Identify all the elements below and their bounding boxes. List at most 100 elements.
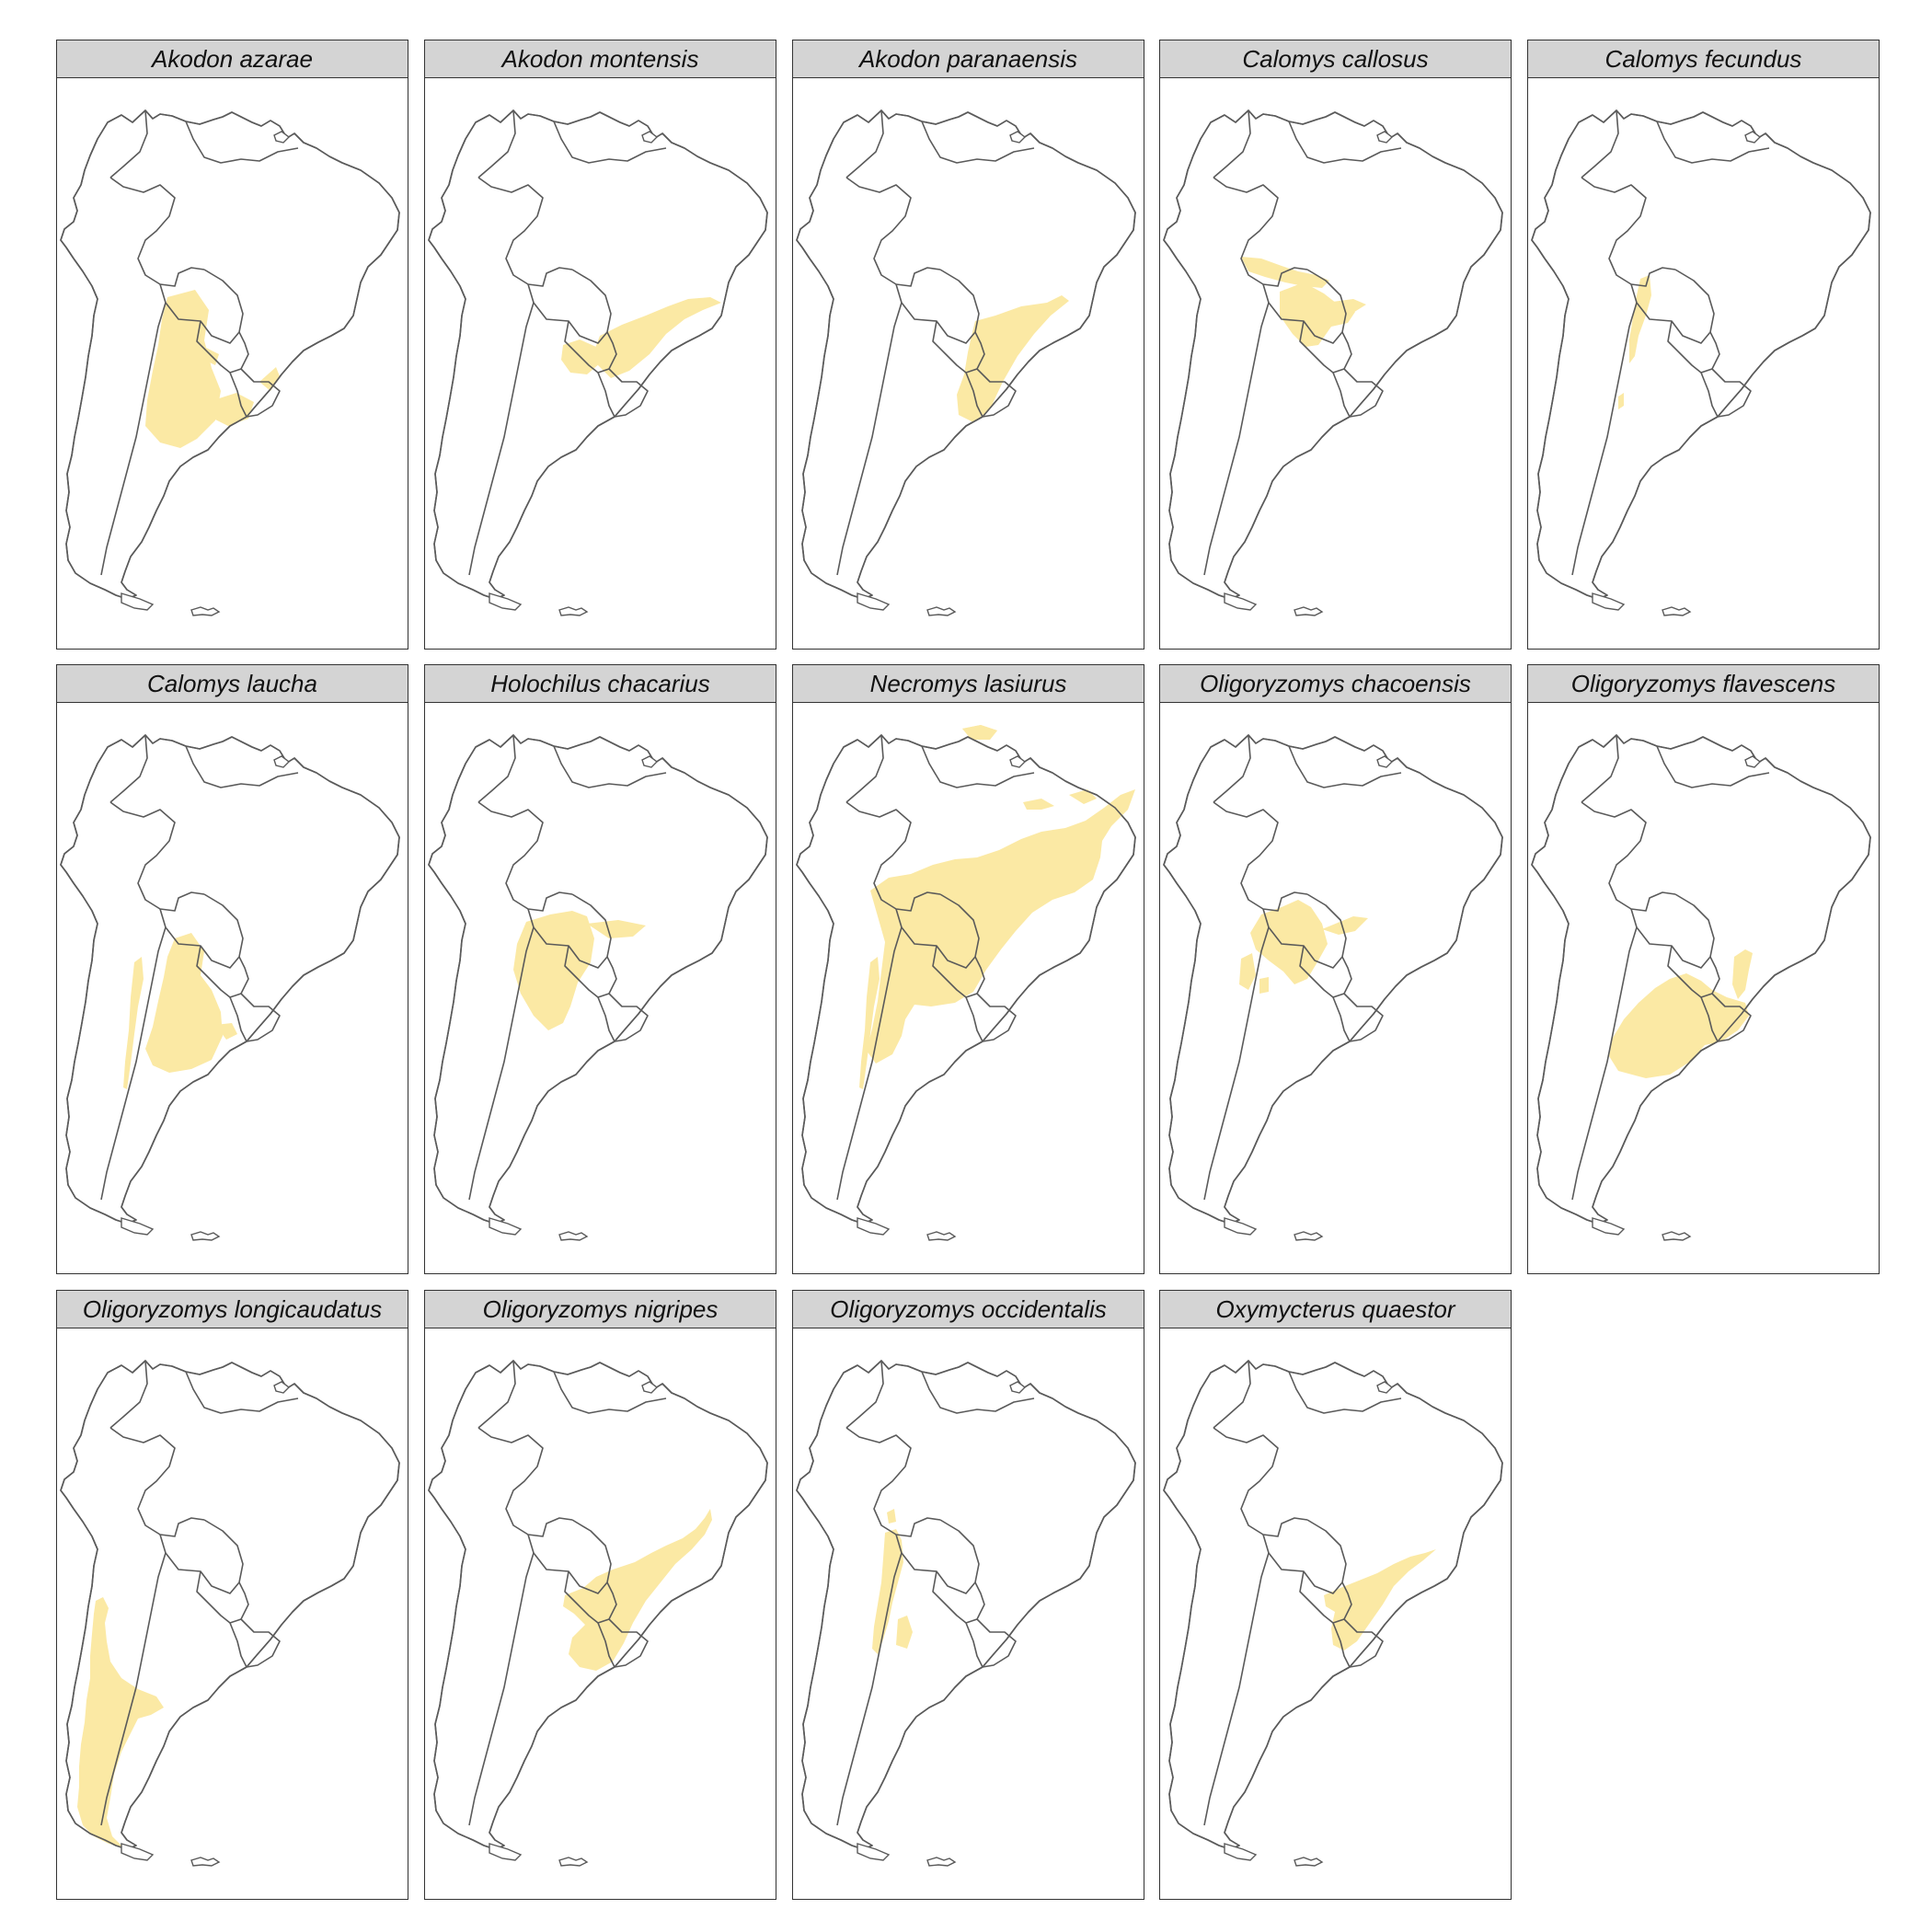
country-border [976, 368, 1017, 418]
country-border [921, 745, 1035, 788]
country-border [185, 121, 299, 164]
south-america-map [60, 1360, 400, 1867]
panel-title: Akodon paranaensis [792, 40, 1144, 79]
map-panel: Necromys lasiurus [792, 664, 1144, 1274]
country-border [1203, 302, 1270, 576]
south-america-map [60, 734, 400, 1241]
south-america-map [1163, 734, 1503, 1241]
map-frame [56, 1328, 408, 1900]
species-range-bolivia-paraguay-chaco [1250, 900, 1368, 984]
country-border [100, 926, 167, 1201]
country-border [185, 1371, 299, 1414]
map-frame [56, 77, 408, 650]
south-america-map [428, 1360, 768, 1867]
country-border [921, 121, 1035, 164]
panel-title: Calomys fecundus [1527, 40, 1880, 79]
species-range-southern-brazil-atlantic-forest [1324, 1549, 1436, 1650]
map-frame [56, 702, 408, 1274]
island-outline [926, 606, 957, 616]
island-outline [926, 1231, 957, 1241]
country-border [845, 801, 941, 912]
country-border [468, 926, 535, 1201]
panel-title: Akodon montensis [424, 40, 776, 79]
country-border [597, 1622, 615, 1668]
island-outline [1592, 592, 1626, 611]
country-border [477, 1427, 573, 1537]
south-america-map [1163, 1360, 1503, 1867]
country-border [1288, 745, 1402, 788]
map-frame [424, 1328, 776, 1900]
country-border [965, 1622, 983, 1668]
species-range-southern-brazil-coast [1732, 949, 1753, 999]
coastline [796, 734, 1136, 1225]
country-border [553, 121, 667, 164]
island-outline [1009, 1381, 1027, 1394]
map-panel: Oligoryzomys flavescens [1527, 664, 1880, 1274]
country-border [1581, 177, 1676, 287]
island-outline [1744, 131, 1762, 144]
country-border [100, 1552, 167, 1826]
map-panel: Akodon montensis [424, 40, 776, 650]
map-panel: Akodon paranaensis [792, 40, 1144, 650]
species-range-western-argentina-patches [1239, 953, 1269, 994]
country-border [976, 1618, 1017, 1668]
country-border [109, 109, 148, 178]
island-outline [857, 1217, 891, 1236]
map-panel: Akodon azarae [56, 40, 408, 650]
country-border [477, 109, 516, 178]
country-border [845, 1427, 941, 1537]
map-frame [792, 77, 1144, 650]
country-border [109, 177, 205, 287]
coastline [1163, 1360, 1503, 1850]
coastline [1531, 109, 1871, 600]
island-outline [1662, 606, 1692, 616]
country-border [1656, 745, 1770, 788]
country-border [976, 993, 1017, 1042]
country-border [1700, 996, 1719, 1042]
map-panel: Oligoryzomys longicaudatus [56, 1290, 408, 1900]
island-outline [121, 1217, 155, 1236]
island-outline [558, 606, 589, 616]
panel-title: Oligoryzomys flavescens [1527, 664, 1880, 704]
country-border [1213, 734, 1251, 803]
island-outline [489, 592, 523, 611]
species-range-pampas-uruguay [1609, 973, 1749, 1078]
continent-outline [60, 109, 400, 600]
species-range-cerrado-caatinga-pampas [867, 725, 1135, 1064]
island-outline [190, 1231, 221, 1241]
coastline [428, 1360, 768, 1850]
continent-outline [796, 109, 1136, 600]
map-panel: Oxymycterus quaestor [1159, 1290, 1512, 1900]
species-range-southern-brazil-highlands [957, 295, 1069, 422]
country-border [1262, 269, 1347, 344]
south-america-map [1531, 109, 1871, 616]
map-frame [1527, 702, 1880, 1274]
island-outline [857, 1843, 891, 1861]
country-border [477, 801, 573, 912]
coastline [796, 1360, 1136, 1850]
country-border [895, 1519, 980, 1594]
country-border [109, 1360, 148, 1429]
country-border [229, 1622, 247, 1668]
country-border [468, 302, 535, 576]
country-border [109, 734, 148, 803]
south-america-map [1163, 109, 1503, 616]
south-america-map [796, 109, 1136, 616]
continent-outline [428, 734, 768, 1225]
country-border [597, 372, 615, 418]
country-border [159, 269, 244, 344]
map-frame [792, 1328, 1144, 1900]
island-outline [1376, 755, 1394, 768]
map-frame [1159, 77, 1512, 650]
species-range-chile-patagonia [77, 1597, 164, 1847]
country-border [1711, 368, 1752, 418]
panel-title: Oligoryzomys chacoensis [1159, 664, 1512, 704]
island-outline [121, 592, 155, 611]
coastline [60, 109, 400, 600]
country-border [965, 372, 983, 418]
country-border [477, 734, 516, 803]
country-border [1213, 177, 1308, 287]
country-border [527, 1519, 612, 1594]
south-america-map [796, 725, 1136, 1241]
